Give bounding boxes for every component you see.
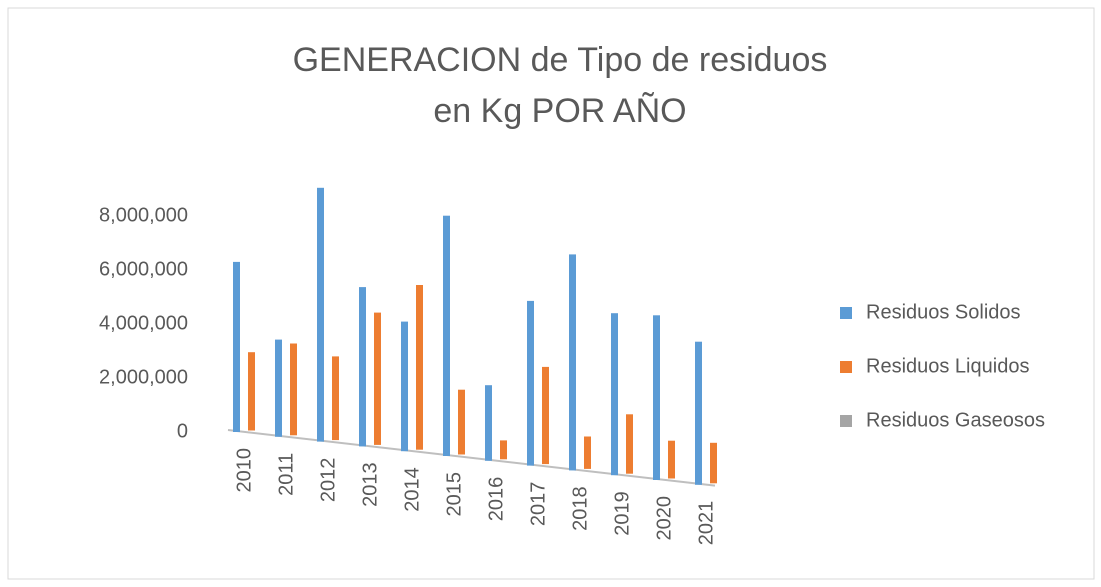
bar xyxy=(374,312,381,445)
legend-swatch xyxy=(840,361,852,373)
bar xyxy=(668,440,675,479)
chart-title: en Kg POR AÑO xyxy=(433,92,686,130)
bar xyxy=(359,287,366,447)
x-tick-label: 2010 xyxy=(233,448,255,493)
chart-frame xyxy=(7,7,1095,580)
x-tick-label: 2014 xyxy=(401,467,423,512)
bar xyxy=(485,385,492,461)
bar xyxy=(653,315,660,480)
bar xyxy=(233,261,240,432)
bar xyxy=(695,341,702,485)
bar xyxy=(317,187,324,442)
x-tick-label: 2018 xyxy=(569,486,591,531)
x-tick-label: 2017 xyxy=(527,482,549,526)
bar xyxy=(401,321,408,452)
bar xyxy=(626,414,633,474)
x-tick-label: 2020 xyxy=(653,496,675,541)
legend-label: Residuos Liquidos xyxy=(866,355,1029,377)
bar xyxy=(584,436,591,469)
bar xyxy=(527,300,534,466)
legend-swatch xyxy=(840,307,852,319)
y-tick-label: 4,000,000 xyxy=(99,312,188,334)
y-tick-label: 6,000,000 xyxy=(99,258,188,280)
bar xyxy=(290,343,297,436)
x-axis xyxy=(227,429,716,487)
legend-label: Residuos Gaseosos xyxy=(866,409,1045,431)
bar xyxy=(569,254,576,471)
legend-label: Residuos Solidos xyxy=(866,301,1021,323)
legend-swatch xyxy=(840,415,852,427)
x-tick-label: 2012 xyxy=(317,458,339,503)
x-tick-label: 2013 xyxy=(359,462,381,507)
bar xyxy=(542,366,549,465)
y-tick-label: 8,000,000 xyxy=(99,204,188,226)
bar xyxy=(500,440,507,460)
x-tick-label: 2015 xyxy=(443,472,465,517)
bar xyxy=(275,339,282,437)
chart-title: GENERACION de Tipo de residuos xyxy=(293,41,828,79)
bar xyxy=(332,356,339,441)
bar xyxy=(710,442,717,484)
x-tick-label: 2011 xyxy=(275,453,297,496)
bar xyxy=(416,285,423,450)
y-tick-label: 2,000,000 xyxy=(99,366,188,388)
bar xyxy=(248,352,255,431)
bar xyxy=(443,215,450,456)
y-tick-label: 0 xyxy=(177,420,188,442)
bar xyxy=(611,313,618,476)
bar xyxy=(458,389,465,455)
x-tick-label: 2021 xyxy=(695,501,717,546)
x-tick-label: 2019 xyxy=(611,491,633,536)
x-tick-label: 2016 xyxy=(485,477,507,522)
